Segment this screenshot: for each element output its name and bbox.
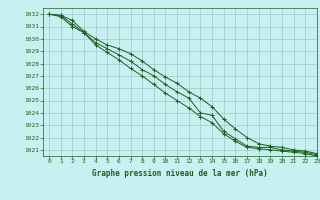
X-axis label: Graphe pression niveau de la mer (hPa): Graphe pression niveau de la mer (hPa) (92, 169, 268, 178)
